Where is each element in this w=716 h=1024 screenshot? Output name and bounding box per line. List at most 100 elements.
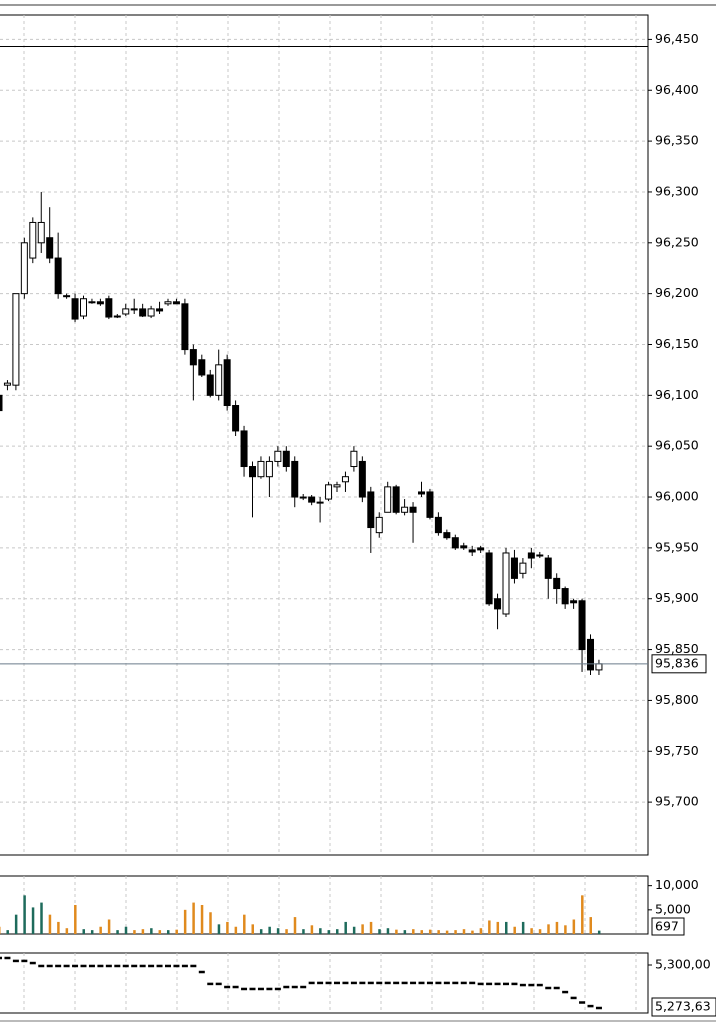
candle-body — [257, 460, 265, 478]
volume-bar — [23, 895, 26, 934]
candle-body — [232, 405, 240, 432]
candle-body — [384, 486, 392, 513]
y-tick-label: 96,150 — [655, 336, 699, 351]
candle-body — [240, 430, 248, 468]
volume-bar — [572, 919, 576, 934]
last-indicator-box — [651, 997, 716, 1017]
volume-bar — [581, 895, 584, 934]
candle-body — [96, 301, 104, 305]
volume-bar — [369, 921, 373, 934]
y-tick-label: 96,300 — [655, 183, 699, 198]
volume-bar — [192, 902, 195, 934]
candle-body — [443, 532, 451, 539]
candle-body — [460, 545, 468, 549]
volume-bar — [352, 926, 356, 934]
last-volume-label: 697 — [655, 919, 679, 934]
volume-bar — [428, 929, 432, 934]
candle-body — [63, 295, 71, 298]
candle-body — [20, 242, 28, 295]
volume-bar — [6, 930, 9, 934]
candle-body — [113, 315, 121, 318]
volume-bar — [57, 921, 60, 934]
volume-bar — [344, 921, 347, 934]
volume-bar — [505, 921, 508, 934]
candle-body — [418, 491, 425, 495]
volume-bar — [564, 925, 567, 934]
y-tick-label: 96,250 — [655, 234, 699, 249]
candle-body — [308, 496, 316, 503]
candle-body — [570, 600, 578, 604]
volume-bar — [479, 928, 483, 934]
candle-body — [249, 466, 256, 478]
y-tick-label: 96,400 — [655, 82, 699, 97]
candle-body — [139, 308, 147, 317]
volume-bar — [0, 926, 1, 934]
candle-body — [392, 486, 400, 513]
y-tick-label: 96,350 — [655, 133, 699, 148]
candle-body — [401, 506, 409, 513]
volume-bar — [226, 921, 229, 934]
volume-bar — [403, 930, 407, 934]
volume-bar — [124, 926, 128, 934]
candle-body — [122, 308, 130, 315]
y-tick-label: 96,450 — [655, 31, 699, 46]
volume-bar — [107, 919, 111, 934]
volume-bar — [158, 930, 162, 934]
candle-body — [578, 600, 586, 651]
candle-body — [333, 484, 341, 488]
volume-bar — [386, 928, 390, 934]
y-tick-label: 5,300,00 — [655, 957, 711, 972]
y-tick-label: 95,850 — [655, 641, 699, 656]
volume-bar — [310, 925, 314, 934]
volume-bar — [234, 926, 238, 934]
candle-body — [350, 450, 358, 468]
candle-body — [527, 552, 535, 559]
y-tick-label: 96,100 — [655, 387, 699, 402]
candle-body — [3, 382, 11, 386]
volume-bar — [133, 930, 136, 934]
candle-body — [147, 308, 155, 317]
volume-bar — [175, 929, 178, 934]
volume-bar — [319, 928, 322, 934]
last-price-box — [651, 654, 707, 674]
y-tick-label: 96,000 — [655, 489, 699, 504]
volume-bar — [513, 926, 516, 934]
candle-body — [12, 293, 20, 386]
volume-bar — [251, 924, 254, 934]
volume-bar — [65, 928, 69, 934]
candle-body — [426, 491, 434, 518]
candle-body — [181, 303, 189, 351]
volume-bar — [454, 930, 457, 934]
volume-bar — [217, 924, 221, 934]
volume-bar — [141, 929, 145, 934]
candle-body — [358, 460, 366, 498]
volume-bar — [74, 905, 77, 934]
candle-body — [0, 394, 3, 412]
candle-body — [434, 516, 442, 534]
volume-bar — [555, 921, 559, 934]
candle-body — [189, 349, 197, 366]
candle-body — [198, 359, 206, 376]
candle-body — [206, 374, 214, 396]
last-price-label: 95,836 — [655, 655, 699, 670]
panel-frame — [0, 875, 649, 935]
volume-bar — [547, 924, 550, 934]
y-tick-label: 5,000 — [655, 901, 691, 916]
volume-bar — [336, 929, 339, 934]
volume-bar — [167, 930, 170, 934]
candle-body — [494, 598, 502, 610]
candle-body — [325, 484, 333, 500]
candle-body — [80, 298, 87, 317]
volume-bar — [116, 930, 119, 934]
volume-bar — [521, 921, 525, 934]
candle-body — [172, 301, 180, 305]
volume-bar — [530, 928, 533, 934]
volume-bar — [437, 930, 440, 934]
candle-body — [595, 663, 603, 671]
y-tick-label: 95,950 — [655, 539, 699, 554]
candle-body — [553, 577, 561, 590]
volume-bar — [276, 928, 280, 934]
volume-bar — [40, 902, 43, 934]
candle-body — [510, 557, 518, 579]
